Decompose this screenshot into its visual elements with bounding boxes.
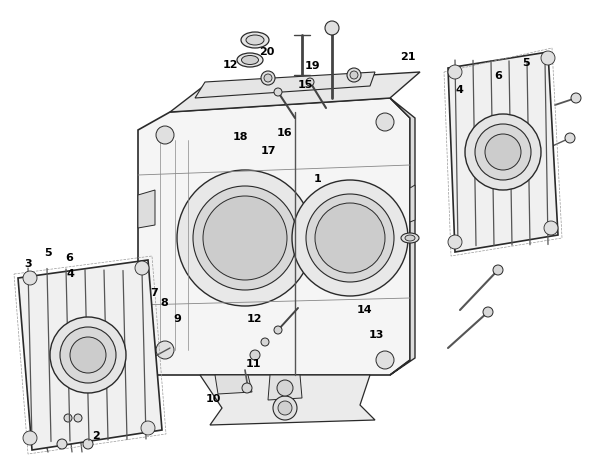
Text: 17: 17 — [261, 146, 276, 156]
Polygon shape — [195, 72, 375, 98]
Circle shape — [156, 341, 174, 359]
Text: 8: 8 — [160, 298, 168, 308]
Circle shape — [193, 186, 297, 290]
Circle shape — [544, 221, 558, 235]
Text: 12: 12 — [247, 314, 263, 324]
Circle shape — [64, 414, 72, 422]
Ellipse shape — [405, 235, 415, 241]
Circle shape — [250, 350, 260, 360]
Circle shape — [475, 124, 531, 180]
Circle shape — [306, 194, 394, 282]
Polygon shape — [215, 375, 252, 394]
Circle shape — [448, 235, 462, 249]
Text: 9: 9 — [173, 314, 181, 324]
Circle shape — [60, 327, 116, 383]
Text: 14: 14 — [357, 305, 372, 315]
Text: 5: 5 — [45, 248, 52, 258]
Circle shape — [541, 51, 555, 65]
Circle shape — [23, 271, 37, 285]
Polygon shape — [390, 98, 415, 375]
Circle shape — [315, 203, 385, 273]
Circle shape — [483, 307, 493, 317]
Text: 6: 6 — [494, 71, 503, 81]
Circle shape — [325, 21, 339, 35]
Circle shape — [347, 68, 361, 82]
Ellipse shape — [246, 35, 264, 45]
Circle shape — [242, 383, 252, 393]
Circle shape — [70, 337, 106, 373]
Text: 20: 20 — [259, 47, 274, 58]
Circle shape — [261, 338, 269, 346]
Polygon shape — [18, 260, 162, 450]
Circle shape — [277, 380, 293, 396]
Text: 16: 16 — [277, 128, 292, 139]
Ellipse shape — [241, 56, 258, 65]
Circle shape — [571, 93, 581, 103]
Polygon shape — [448, 52, 558, 252]
Ellipse shape — [401, 233, 419, 243]
Circle shape — [264, 74, 272, 82]
Polygon shape — [200, 375, 375, 425]
Text: 2: 2 — [91, 431, 100, 441]
Circle shape — [141, 421, 155, 435]
Polygon shape — [170, 72, 420, 112]
Text: 5: 5 — [523, 58, 530, 68]
Circle shape — [565, 133, 575, 143]
Circle shape — [177, 170, 313, 306]
Circle shape — [292, 180, 408, 296]
Text: 21: 21 — [401, 52, 416, 62]
Text: 4: 4 — [455, 85, 463, 95]
Circle shape — [465, 114, 541, 190]
Circle shape — [274, 88, 282, 96]
Text: 12: 12 — [222, 59, 238, 70]
Polygon shape — [138, 190, 155, 228]
Circle shape — [203, 196, 287, 280]
Circle shape — [50, 317, 126, 393]
Circle shape — [350, 71, 358, 79]
Ellipse shape — [237, 53, 263, 67]
Text: 7: 7 — [150, 287, 159, 298]
Circle shape — [273, 396, 297, 420]
Polygon shape — [410, 185, 415, 222]
Circle shape — [376, 351, 394, 369]
Circle shape — [74, 414, 82, 422]
Ellipse shape — [241, 32, 269, 48]
Circle shape — [493, 265, 503, 275]
Polygon shape — [268, 375, 302, 400]
Circle shape — [156, 126, 174, 144]
Text: 13: 13 — [369, 329, 384, 340]
Circle shape — [135, 261, 149, 275]
Text: 3: 3 — [25, 259, 32, 270]
Circle shape — [23, 431, 37, 445]
Text: 10: 10 — [206, 394, 221, 404]
Text: 15: 15 — [298, 80, 313, 90]
Circle shape — [278, 401, 292, 415]
Circle shape — [376, 113, 394, 131]
Text: eReplacementParts.com: eReplacementParts.com — [194, 239, 396, 257]
Circle shape — [83, 439, 93, 449]
Text: 1: 1 — [313, 174, 322, 184]
Text: 11: 11 — [246, 359, 261, 369]
Circle shape — [306, 78, 314, 86]
Text: 4: 4 — [67, 269, 75, 279]
Text: 6: 6 — [65, 253, 74, 263]
Circle shape — [57, 439, 67, 449]
Text: 19: 19 — [305, 61, 320, 72]
Circle shape — [485, 134, 521, 170]
Text: 18: 18 — [233, 132, 248, 142]
Polygon shape — [138, 98, 410, 375]
Circle shape — [274, 326, 282, 334]
Circle shape — [448, 65, 462, 79]
Circle shape — [261, 71, 275, 85]
